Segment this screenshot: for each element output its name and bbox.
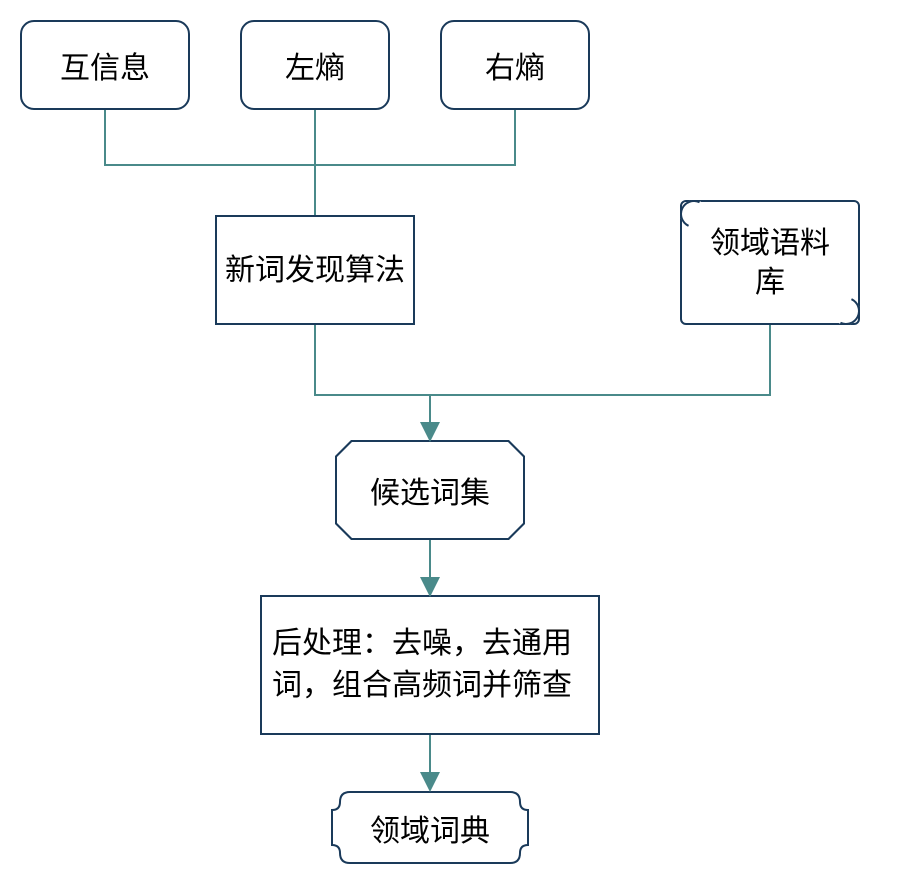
node-label: 候选词集 bbox=[370, 468, 490, 512]
node-label: 领域词典 bbox=[370, 806, 490, 850]
node-label: 右熵 bbox=[485, 43, 545, 87]
node-domain-corpus: 领域语料库 bbox=[680, 200, 860, 325]
node-mutual-info: 互信息 bbox=[20, 20, 190, 110]
node-label: 互信息 bbox=[60, 43, 150, 87]
node-right-entropy: 右熵 bbox=[440, 20, 590, 110]
node-new-word-algo: 新词发现算法 bbox=[215, 215, 415, 325]
node-left-entropy: 左熵 bbox=[240, 20, 390, 110]
node-label: 领域语料库 bbox=[682, 224, 858, 302]
node-domain-dict: 领域词典 bbox=[330, 790, 530, 865]
node-label: 新词发现算法 bbox=[225, 251, 405, 290]
node-label: 左熵 bbox=[285, 43, 345, 87]
node-postprocess: 后处理：去噪，去通用词，组合高频词并筛查 bbox=[260, 595, 600, 735]
node-label: 后处理：去噪，去通用词，组合高频词并筛查 bbox=[272, 623, 588, 707]
node-candidate-set: 候选词集 bbox=[335, 440, 525, 540]
